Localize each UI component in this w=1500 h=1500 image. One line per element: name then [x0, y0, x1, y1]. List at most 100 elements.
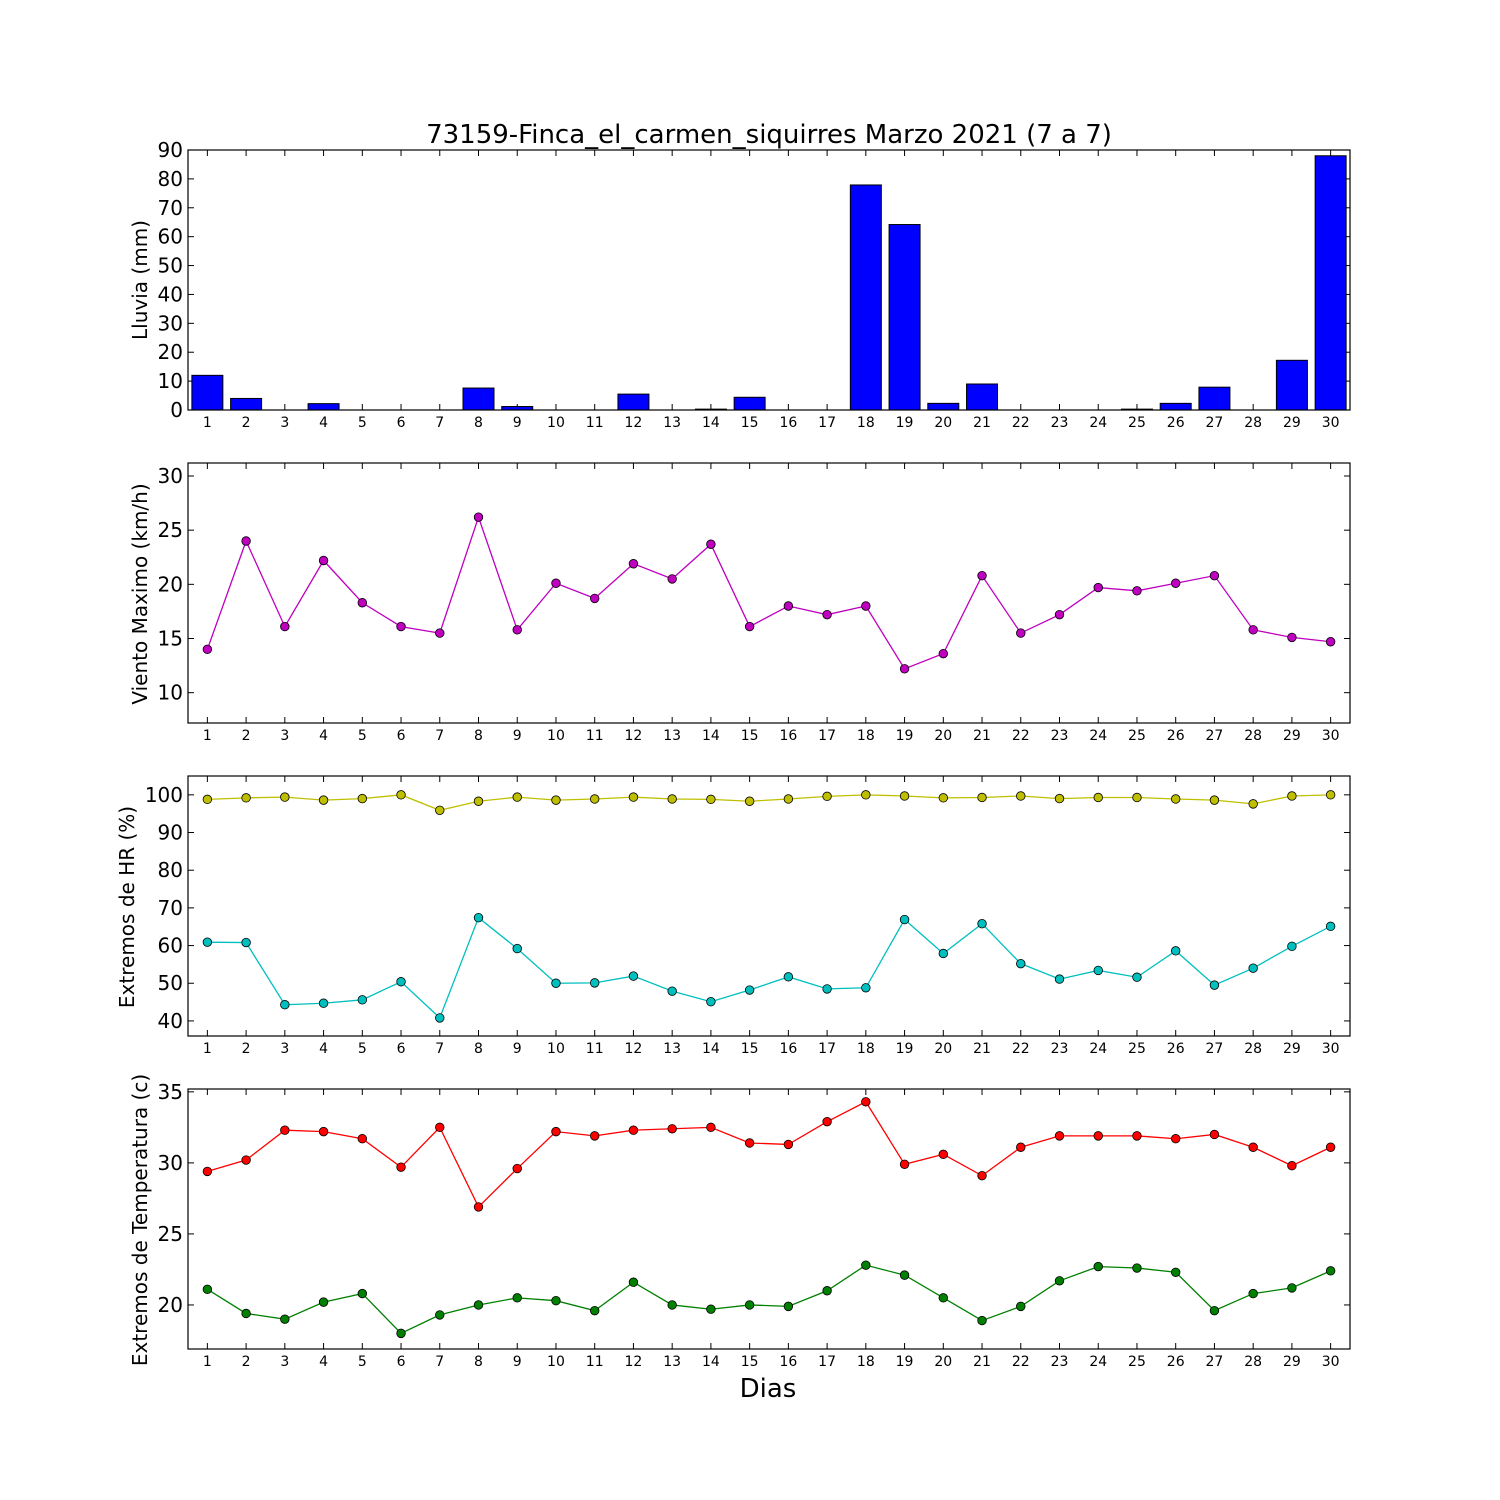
data-point	[318, 1126, 329, 1137]
data-point	[1248, 1142, 1258, 1152]
x-tick-label: 28	[1244, 1354, 1262, 1370]
y-tick-label: 90	[158, 821, 183, 845]
plot-frame	[187, 149, 1351, 411]
rain-bar	[462, 387, 495, 411]
x-tick-label: 9	[513, 415, 522, 431]
data-point	[628, 971, 639, 981]
data-point	[551, 578, 561, 588]
x-tick-label: 1	[203, 1041, 212, 1057]
x-tick-label: 30	[1322, 1354, 1340, 1370]
x-tick-label: 10	[547, 728, 565, 744]
data-point	[1054, 609, 1065, 620]
rain-bar	[1159, 402, 1192, 411]
data-point	[280, 1000, 290, 1010]
data-point	[512, 1163, 522, 1174]
data-point	[861, 601, 871, 611]
y-tick-label: 100	[145, 783, 183, 807]
data-point	[1093, 965, 1103, 976]
data-point	[977, 1170, 987, 1181]
data-point	[241, 1308, 251, 1319]
data-point	[667, 574, 677, 584]
y-tick-label: 15	[158, 627, 183, 651]
data-point	[357, 598, 368, 608]
data-point	[706, 794, 716, 805]
x-tick-label: 15	[741, 415, 759, 431]
data-point	[357, 793, 368, 804]
rain-bar	[849, 184, 882, 411]
data-point	[706, 539, 716, 549]
data-point	[1287, 1283, 1297, 1293]
x-tick-label: 24	[1089, 1041, 1107, 1057]
y-tick-label: 20	[158, 340, 183, 364]
x-tick-label: 19	[896, 1354, 914, 1370]
data-point	[1248, 1288, 1258, 1299]
data-point	[1209, 795, 1220, 805]
x-tick-label: 8	[474, 1354, 483, 1370]
data-point	[1170, 1134, 1181, 1144]
data-point	[280, 792, 290, 802]
x-tick-label: 3	[280, 728, 289, 744]
data-point	[396, 1328, 406, 1339]
x-tick-label: 23	[1051, 415, 1069, 431]
data-point	[861, 1260, 871, 1270]
data-point	[280, 1314, 290, 1324]
x-tick-label: 18	[857, 1354, 875, 1370]
data-point	[590, 1305, 600, 1316]
data-point	[822, 984, 832, 994]
y-tick-label: 50	[158, 254, 183, 278]
data-point	[473, 912, 484, 923]
data-point	[822, 791, 832, 802]
x-tick-label: 21	[973, 728, 991, 744]
data-point	[396, 621, 406, 632]
data-point	[1170, 794, 1181, 804]
rain-bar	[927, 402, 960, 411]
x-tick-label: 20	[934, 728, 952, 744]
rain-bar	[966, 383, 999, 411]
x-tick-label: 4	[319, 1041, 328, 1057]
x-tick-label: 1	[203, 1354, 212, 1370]
data-point	[435, 1122, 445, 1133]
x-tick-label: 2	[242, 415, 251, 431]
x-tick-label: 8	[474, 728, 483, 744]
data-point	[590, 1131, 600, 1141]
data-point	[1093, 1261, 1103, 1272]
y-tick-label: 10	[158, 681, 183, 705]
data-point	[977, 792, 987, 803]
data-point	[1170, 1267, 1181, 1277]
data-point	[473, 1202, 484, 1212]
data-point	[938, 793, 949, 803]
data-point	[1248, 625, 1258, 635]
data-point	[1325, 637, 1336, 647]
data-point	[1093, 792, 1103, 803]
x-tick-label: 16	[779, 1041, 797, 1057]
x-tick-label: 18	[857, 415, 875, 431]
data-point	[551, 1295, 561, 1306]
x-tick-label: 16	[779, 1354, 797, 1370]
x-tick-label: 10	[547, 415, 565, 431]
data-point	[1325, 790, 1336, 800]
data-point	[822, 1116, 832, 1127]
x-tick-label: 28	[1244, 1041, 1262, 1057]
x-tick-label: 7	[435, 415, 444, 431]
data-point	[318, 555, 329, 566]
data-point	[1287, 941, 1297, 952]
x-tick-label: 8	[474, 1041, 483, 1057]
x-tick-label: 30	[1322, 415, 1340, 431]
x-tick-label: 25	[1128, 415, 1146, 431]
x-tick-label: 5	[358, 1354, 367, 1370]
y-tick-label: 40	[158, 282, 183, 306]
data-point	[628, 792, 639, 802]
rain-bar	[617, 393, 650, 411]
data-point	[1325, 1266, 1336, 1276]
data-point	[1170, 946, 1181, 956]
y-tick-label: 80	[158, 858, 183, 882]
x-tick-label: 26	[1167, 1354, 1185, 1370]
x-tick-label: 6	[397, 728, 406, 744]
data-point	[783, 601, 794, 611]
x-tick-label: 4	[319, 415, 328, 431]
series-line	[207, 916, 1331, 1020]
x-tick-label: 19	[896, 728, 914, 744]
